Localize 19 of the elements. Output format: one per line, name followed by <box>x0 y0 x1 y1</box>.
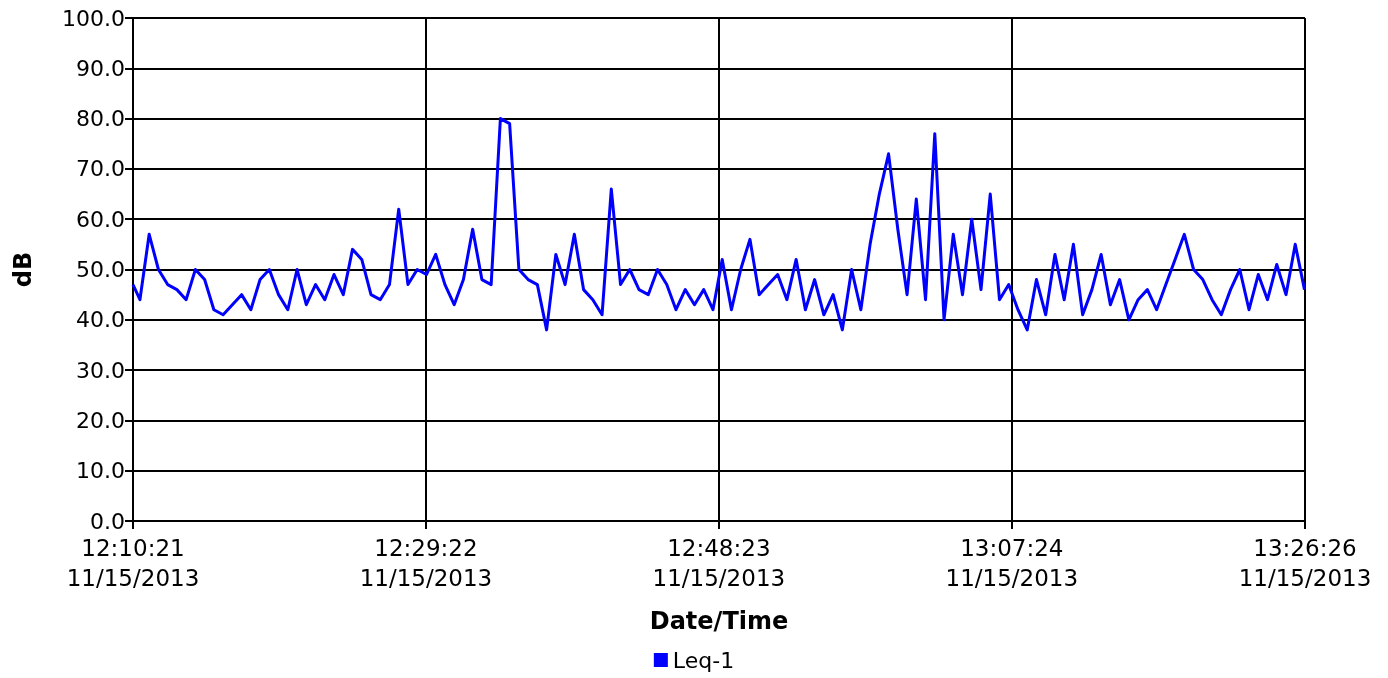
y-tick-label: 90.0 <box>76 55 125 81</box>
y-tick-label: 40.0 <box>76 307 125 333</box>
x-tick-label: 13:07:24 11/15/2013 <box>945 535 1079 591</box>
legend-label: Leq-1 <box>672 647 735 673</box>
x-tick-label: 13:26:26 11/15/2013 <box>1238 535 1372 591</box>
y-tick-label: 0.0 <box>90 508 125 534</box>
y-tick-label: 50.0 <box>76 257 125 282</box>
x-tick-label: 12:29:22 11/15/2013 <box>359 535 493 591</box>
x-tick-label: 12:48:23 11/15/2013 <box>652 535 786 591</box>
y-tick-label: 60.0 <box>76 206 125 232</box>
y-tick-label: 10.0 <box>76 458 125 484</box>
y-tick-label: 70.0 <box>76 156 125 182</box>
y-tick-label: 20.0 <box>76 407 125 433</box>
x-axis-title: Date/Time <box>649 607 789 635</box>
y-tick-label: 100.0 <box>62 5 125 31</box>
y-axis-title: dB <box>9 251 37 288</box>
y-tick-label: 30.0 <box>76 357 125 383</box>
y-tick-label: 80.0 <box>76 106 125 132</box>
x-tick-label: 12:10:21 11/15/2013 <box>66 535 200 591</box>
